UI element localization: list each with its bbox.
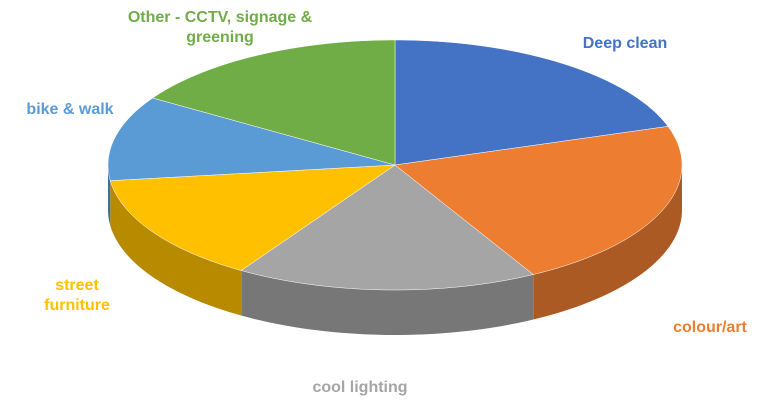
pie-slice-side (110, 180, 242, 316)
pie-slice (152, 39, 396, 166)
pie-slice (394, 126, 683, 275)
pie-slice-side (241, 270, 534, 335)
slice-label: Deep clean (582, 35, 668, 52)
slice-label: cool lighting (312, 379, 408, 396)
pie-slice-side (533, 165, 682, 320)
pie-slice (107, 97, 396, 181)
pie-slice-side (108, 165, 111, 226)
pie-slice (394, 39, 669, 166)
pie-slice (240, 164, 534, 291)
slice-label: street furniture (44, 277, 110, 314)
slice-label: colour/art (673, 319, 747, 336)
slice-label: Other - CCTV, signage & greening (127, 9, 313, 46)
pie-slice (109, 164, 396, 271)
slice-label: bike & walk (26, 101, 114, 118)
